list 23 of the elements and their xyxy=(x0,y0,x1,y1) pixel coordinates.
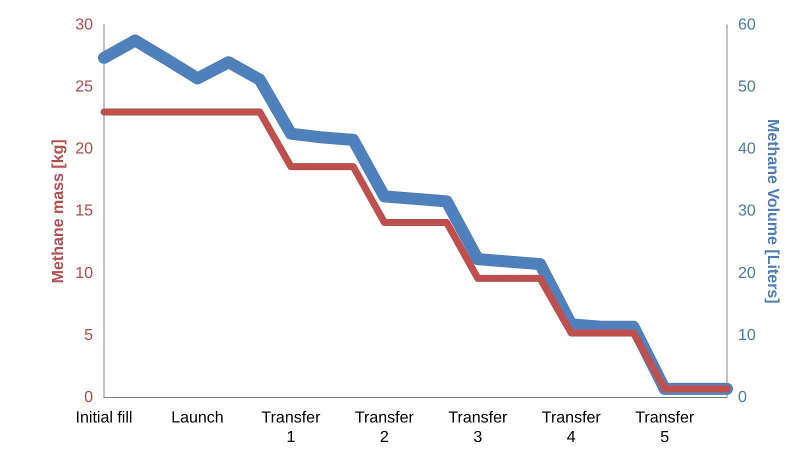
y2-tick-label: 30 xyxy=(738,202,756,220)
x-tick-label: Transfer 3 xyxy=(448,410,508,446)
y2-tick-label: 50 xyxy=(738,78,756,96)
y2-tick-label: 0 xyxy=(738,389,748,406)
y-axis-title: Methane mass [kg] xyxy=(50,139,68,284)
x-tick-label: Initial fill xyxy=(76,410,132,427)
y-tick-label: 5 xyxy=(84,326,94,344)
y2-tick-label: 10 xyxy=(738,326,756,344)
y2-tick-label: 60 xyxy=(738,16,756,34)
x-tick-label: Transfer 2 xyxy=(354,410,415,446)
y-tick-label: 0 xyxy=(84,389,94,406)
x-tick-label: Launch xyxy=(171,410,224,427)
y2-tick-label: 40 xyxy=(738,140,756,158)
x-tick-label: Transfer 4 xyxy=(542,410,602,446)
y-tick-label: 30 xyxy=(75,16,94,34)
y-tick-label: 25 xyxy=(75,78,94,96)
x-tick-label: Transfer 1 xyxy=(261,410,322,446)
y-tick-label: 20 xyxy=(75,140,94,158)
y2-axis-title: Methane Volume [Liters] xyxy=(764,118,781,304)
y-tick-label: 10 xyxy=(75,264,94,282)
y-tick-label: 15 xyxy=(75,202,94,220)
y2-tick-label: 20 xyxy=(738,264,756,282)
x-tick-label: Transfer 5 xyxy=(635,410,695,446)
